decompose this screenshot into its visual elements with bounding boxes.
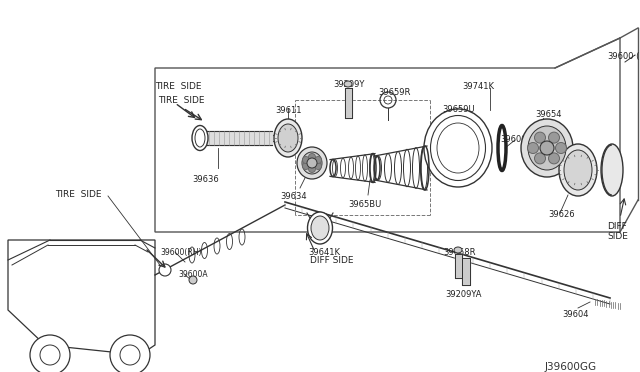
Text: 39741K: 39741K bbox=[462, 82, 494, 91]
Text: TIRE  SIDE: TIRE SIDE bbox=[158, 96, 205, 105]
Text: 39658R: 39658R bbox=[443, 248, 476, 257]
Ellipse shape bbox=[528, 126, 566, 170]
Circle shape bbox=[303, 157, 309, 164]
Ellipse shape bbox=[564, 150, 592, 190]
Circle shape bbox=[548, 153, 559, 164]
Circle shape bbox=[110, 335, 150, 372]
Text: DIFF: DIFF bbox=[607, 222, 627, 231]
Text: 39659U: 39659U bbox=[442, 105, 475, 114]
Circle shape bbox=[159, 264, 171, 276]
Ellipse shape bbox=[454, 247, 462, 253]
Text: 39600D: 39600D bbox=[500, 135, 533, 144]
Circle shape bbox=[189, 276, 197, 284]
Text: TIRE  SIDE: TIRE SIDE bbox=[55, 190, 102, 199]
Circle shape bbox=[534, 153, 545, 164]
Text: 39641K: 39641K bbox=[308, 248, 340, 257]
Text: 39604: 39604 bbox=[562, 310, 589, 319]
Ellipse shape bbox=[424, 109, 492, 187]
Ellipse shape bbox=[307, 212, 333, 244]
Text: 39659R: 39659R bbox=[378, 88, 410, 97]
Ellipse shape bbox=[297, 147, 327, 179]
Ellipse shape bbox=[302, 152, 322, 174]
Polygon shape bbox=[155, 38, 620, 232]
Circle shape bbox=[527, 142, 538, 154]
Circle shape bbox=[315, 157, 321, 164]
Circle shape bbox=[30, 335, 70, 372]
Circle shape bbox=[308, 154, 316, 160]
Text: 39600(RH): 39600(RH) bbox=[160, 248, 202, 257]
Text: 39600A: 39600A bbox=[178, 270, 207, 279]
Text: 39636: 39636 bbox=[192, 175, 219, 184]
Circle shape bbox=[556, 142, 566, 154]
Circle shape bbox=[307, 158, 317, 168]
Ellipse shape bbox=[559, 144, 597, 196]
Text: 39209Y: 39209Y bbox=[333, 80, 364, 89]
Ellipse shape bbox=[344, 81, 352, 87]
Ellipse shape bbox=[601, 144, 623, 196]
Text: 39209YA: 39209YA bbox=[445, 290, 481, 299]
Circle shape bbox=[548, 132, 559, 143]
Text: TIRE  SIDE: TIRE SIDE bbox=[155, 82, 202, 91]
Text: 39654: 39654 bbox=[535, 110, 561, 119]
Text: SIDE: SIDE bbox=[607, 232, 628, 241]
Ellipse shape bbox=[274, 119, 302, 157]
Ellipse shape bbox=[311, 216, 329, 240]
Ellipse shape bbox=[278, 124, 298, 152]
Text: J39600GG: J39600GG bbox=[545, 362, 597, 372]
Ellipse shape bbox=[521, 119, 573, 177]
Circle shape bbox=[534, 132, 545, 143]
Text: 39626: 39626 bbox=[548, 210, 575, 219]
Polygon shape bbox=[8, 240, 155, 355]
Text: DIFF SIDE: DIFF SIDE bbox=[310, 256, 353, 265]
Circle shape bbox=[308, 166, 316, 173]
Text: 39611: 39611 bbox=[275, 106, 301, 115]
Circle shape bbox=[315, 163, 321, 170]
Circle shape bbox=[540, 141, 554, 155]
Circle shape bbox=[303, 163, 309, 170]
Ellipse shape bbox=[192, 125, 208, 151]
Text: 39634: 39634 bbox=[280, 192, 307, 201]
Text: 39600·(RH): 39600·(RH) bbox=[607, 52, 640, 61]
Text: 3965BU: 3965BU bbox=[348, 200, 381, 209]
